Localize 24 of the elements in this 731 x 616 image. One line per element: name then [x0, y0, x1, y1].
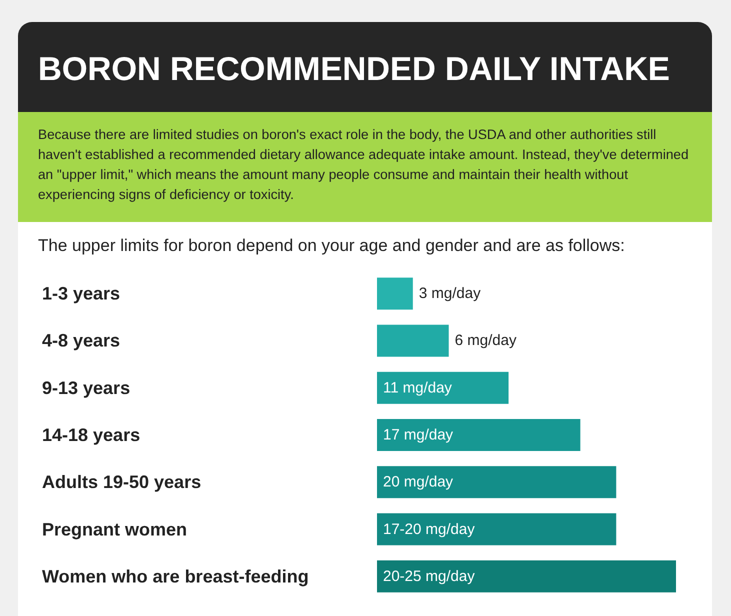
y-tick-label: Pregnant women	[42, 519, 188, 540]
y-tick-label: Women who are breast-feeding	[42, 566, 309, 586]
y-tick-label: 1-3 years	[42, 284, 120, 304]
y-tick-label: 9-13 years	[42, 378, 130, 398]
bar	[377, 513, 616, 546]
data-label: 20-25 mg/day	[383, 568, 476, 585]
text: The upper limits for boron depend on your age and gender and are as follows:	[37, 235, 626, 256]
bar	[377, 372, 509, 404]
bar	[377, 419, 580, 451]
data-label: 3 mg/day	[418, 285, 482, 302]
bar	[377, 324, 449, 357]
bar	[377, 560, 676, 592]
data-label: 17 mg/day	[383, 426, 454, 444]
y-tick-label: 4-8 years	[42, 330, 120, 351]
y-tick-label: 14-18 years	[42, 425, 140, 445]
data-label: 20 mg/day	[383, 474, 454, 491]
bar	[377, 278, 413, 310]
data-label: 6 mg/day	[454, 332, 517, 350]
data-label: 17-20 mg/day	[383, 520, 476, 538]
chart-subtitle: Because there are limited studies on boron's exact role in the body, the USDA and other authorities still haven't established a recommended dietary allowance adequate intake amount. Instead, they've determined an "upper limit," which means the amount many people consume and maintain their health without experiencing signs of deficiency or toxicity.	[18, 112, 712, 222]
y-tick-label: Adults 19-50 years	[42, 472, 202, 492]
data-label: 11 mg/day	[383, 379, 452, 396]
chart-title: BORON RECOMMENDED DAILY INTAKE	[18, 22, 712, 112]
bar	[377, 466, 616, 498]
